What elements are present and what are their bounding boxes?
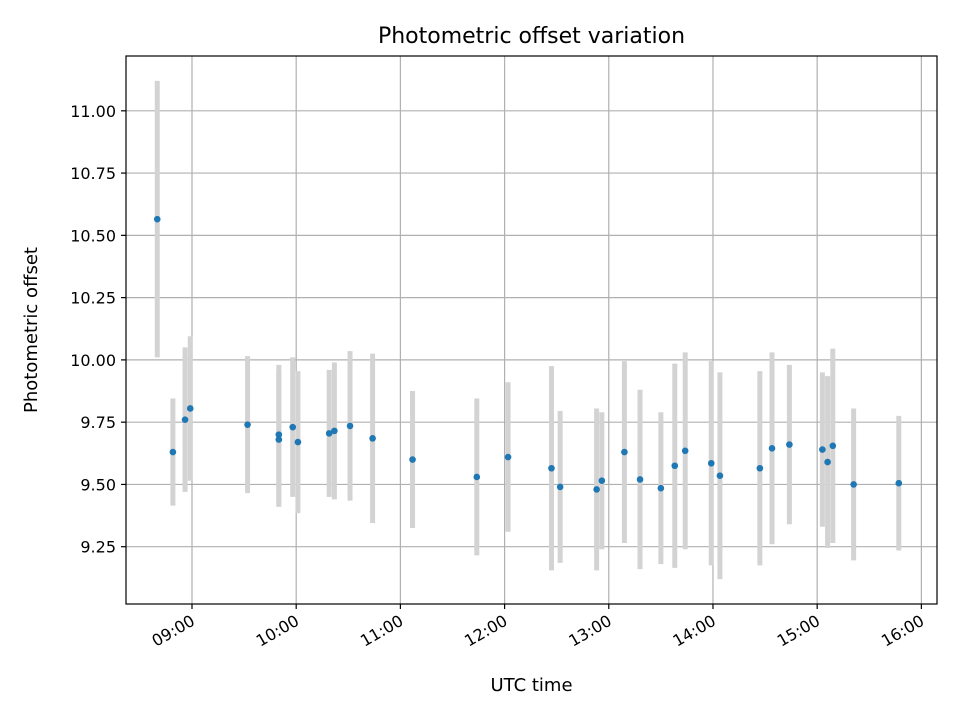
data-point [829, 442, 837, 450]
data-point [768, 445, 776, 452]
grid [126, 56, 937, 604]
data-point [657, 484, 665, 492]
data-point [707, 459, 715, 467]
data-point [786, 441, 793, 448]
data-point [244, 421, 251, 428]
data-point [895, 479, 903, 487]
data-point [598, 477, 606, 485]
y-tick-label: 10.25 [70, 289, 116, 308]
data-point [556, 483, 564, 491]
chart-title: Photometric offset variation [378, 24, 685, 49]
plot-frame [125, 55, 938, 605]
data-point [756, 464, 764, 472]
y-axis-label: Photometric offset [21, 247, 42, 413]
data-point [369, 435, 376, 442]
data-point [153, 215, 161, 223]
data-point [409, 456, 416, 463]
data-point [681, 447, 689, 455]
data-points [153, 215, 903, 493]
data-point [593, 486, 600, 493]
y-tick-label: 9.50 [80, 475, 116, 494]
data-point [850, 481, 857, 488]
data-point [504, 453, 512, 461]
data-point [346, 422, 354, 430]
data-point [621, 448, 628, 456]
data-point [636, 476, 644, 483]
data-point [294, 438, 302, 446]
y-tick-label: 11.00 [70, 102, 116, 121]
data-point [325, 430, 333, 437]
data-point [169, 448, 177, 456]
data-point [824, 458, 831, 466]
data-point [819, 446, 826, 453]
data-point [548, 464, 555, 472]
data-point [473, 473, 481, 481]
data-point [289, 423, 297, 431]
y-tick-label: 10.50 [70, 226, 116, 245]
data-point [275, 436, 283, 443]
data-point [671, 462, 679, 470]
data-point [275, 431, 283, 438]
data-point [331, 427, 338, 435]
x-axis-label: UTC time [490, 675, 572, 696]
y-tick-label: 9.75 [80, 413, 116, 432]
data-point [716, 472, 724, 480]
y-tick-label: 9.25 [80, 538, 116, 557]
y-tick-label: 10.00 [70, 351, 116, 370]
y-tick-label: 10.75 [70, 164, 116, 183]
data-point [186, 405, 194, 412]
data-point [181, 416, 189, 423]
